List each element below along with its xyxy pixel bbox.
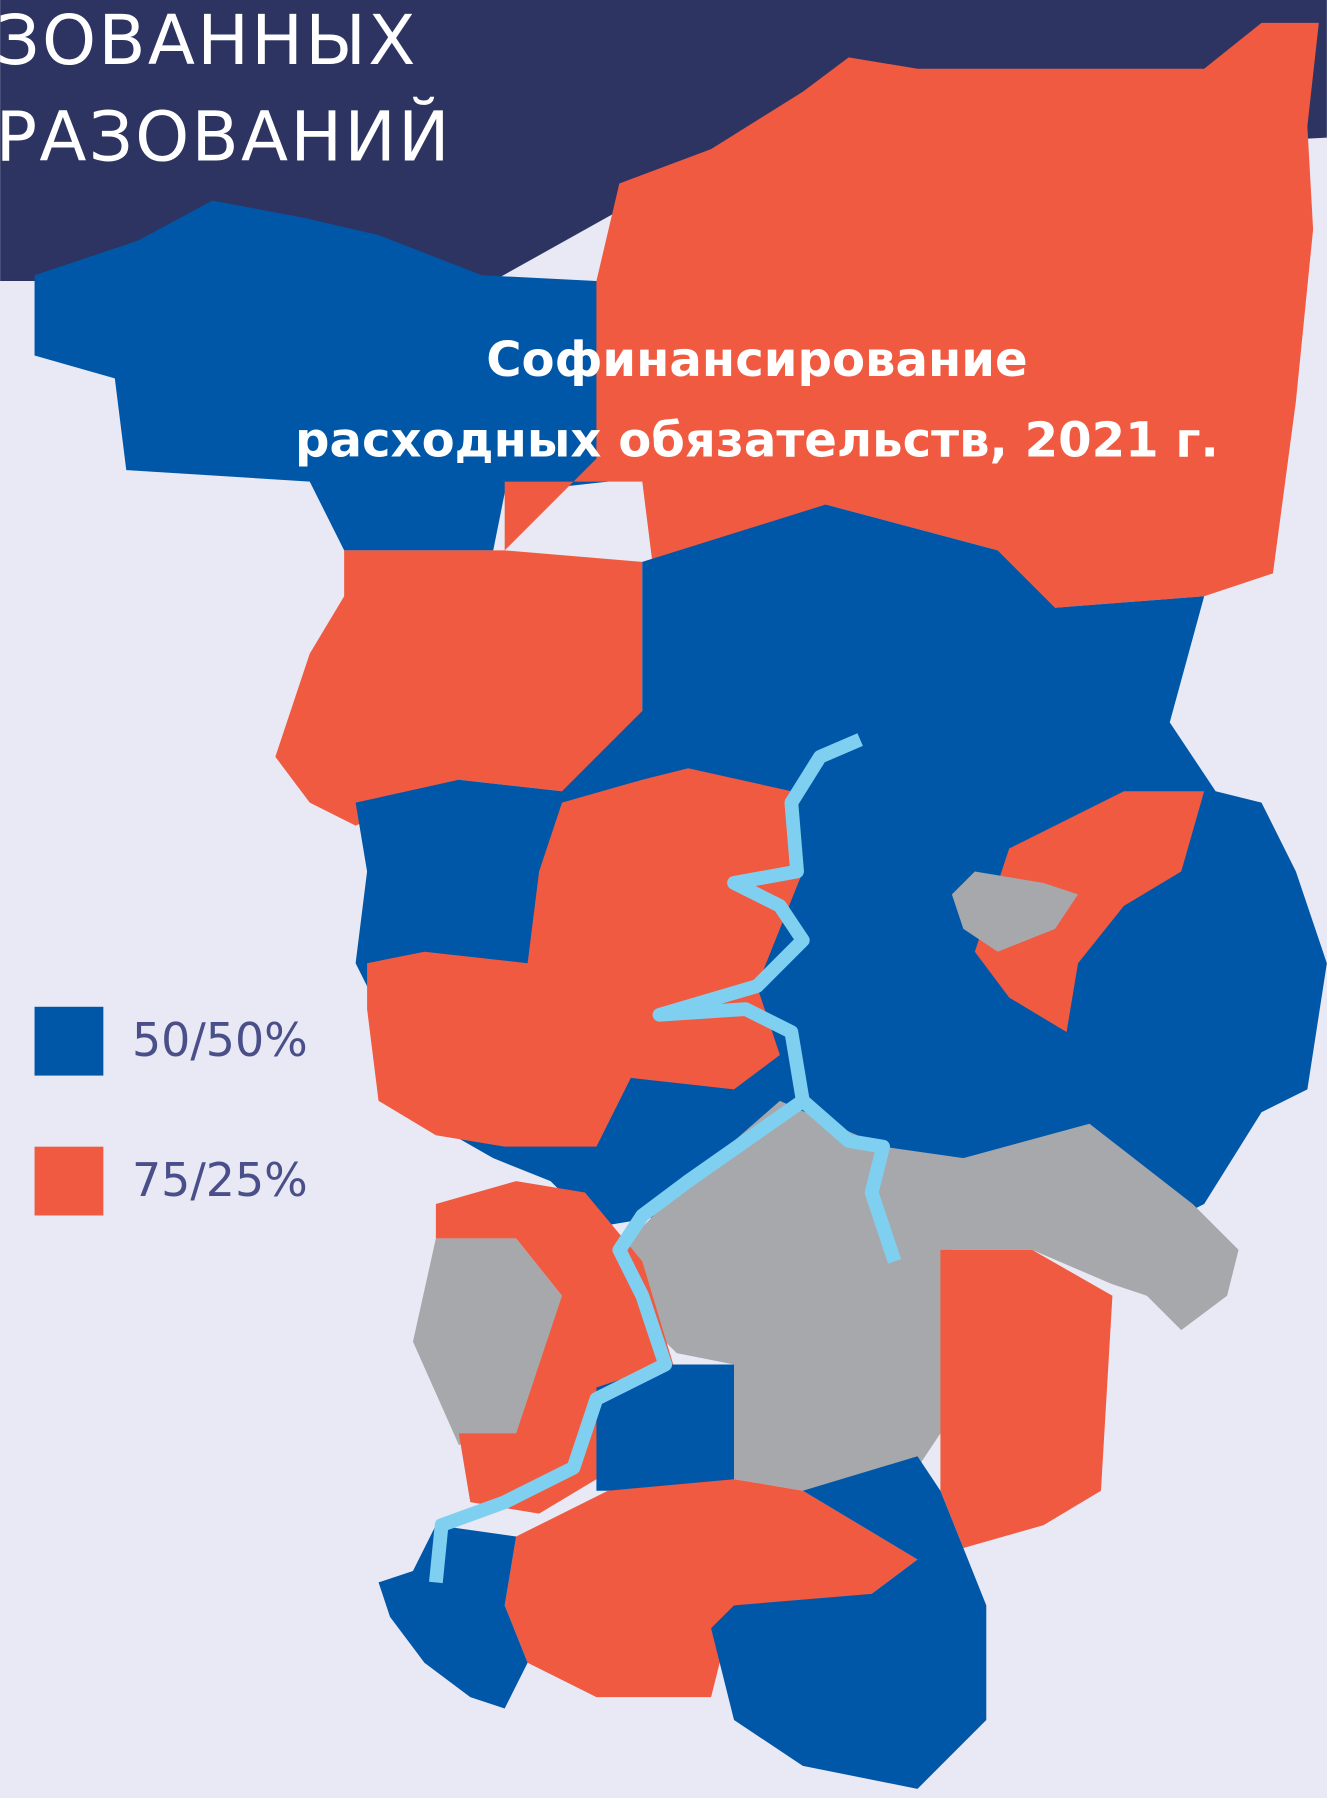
- legend-label: 75/25%: [132, 1153, 308, 1207]
- header-line: ЗОВАННЫХ: [0, 1, 418, 81]
- region: [940, 1249, 1113, 1549]
- region: [596, 1364, 735, 1491]
- map-title: Софинансирование: [486, 332, 1027, 388]
- region: [378, 1525, 528, 1709]
- river: [429, 733, 902, 1584]
- region: [275, 550, 643, 826]
- legend-swatch: [34, 1006, 104, 1076]
- region: [619, 1100, 1239, 1491]
- map-title: расходных обязательств, 2021 г.: [295, 412, 1219, 468]
- region: [504, 22, 1319, 608]
- region: [711, 1456, 987, 1789]
- header-line: РАЗОВАНИЙ: [0, 96, 452, 178]
- regions: [34, 22, 1327, 1789]
- region: [34, 200, 608, 551]
- region: [412, 1238, 563, 1445]
- legend-swatch: [34, 1146, 104, 1216]
- region: [367, 768, 803, 1147]
- legend: 50/50% 75/25%: [34, 1006, 308, 1216]
- legend-label: 50/50%: [132, 1013, 308, 1067]
- region: [951, 871, 1079, 952]
- region: [435, 1181, 677, 1514]
- region: [504, 1479, 918, 1698]
- region: [974, 791, 1205, 1033]
